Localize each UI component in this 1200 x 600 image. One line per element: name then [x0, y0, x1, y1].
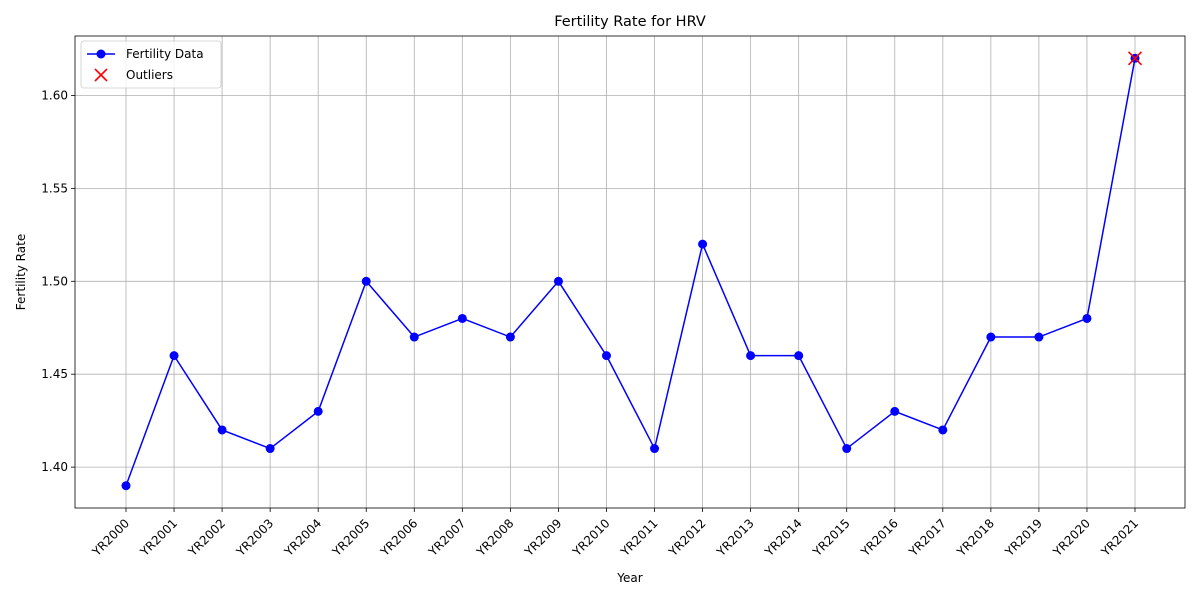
fertility-data-point	[217, 425, 227, 435]
fertility-data-point	[361, 276, 371, 286]
fertility-data-point	[890, 406, 900, 416]
fertility-data-point	[121, 481, 131, 491]
chart-title: Fertility Rate for HRV	[554, 14, 706, 30]
fertility-data-point	[265, 444, 275, 454]
x-axis-title: Year	[616, 571, 642, 585]
fertility-data-point	[601, 351, 611, 361]
y-tick-label: 1.50	[41, 274, 68, 288]
series-layer	[121, 51, 1143, 491]
fertility-data-point	[650, 444, 660, 454]
y-tick-label: 1.60	[41, 88, 68, 102]
fertility-data-point	[409, 332, 419, 342]
fertility-data-point	[1082, 313, 1092, 323]
legend-label-fertility-data: Fertility Data	[126, 47, 204, 61]
outlier-marker	[1127, 51, 1143, 66]
y-tick-label: 1.45	[41, 367, 68, 381]
legend-box	[80, 40, 222, 89]
fertility-data-point	[842, 444, 852, 454]
y-tick-label: 1.40	[41, 460, 68, 474]
fertility-data-point	[313, 406, 323, 416]
fertility-data-point	[746, 351, 756, 361]
y-axis-title: Fertility Rate	[14, 234, 28, 310]
fertility-data-point	[457, 313, 467, 323]
fertility-data-point	[938, 425, 948, 435]
fertility-data-point	[698, 239, 708, 249]
y-tick-label: 1.55	[41, 181, 68, 195]
plot-frame	[74, 35, 1186, 509]
legend-label-outliers: Outliers	[126, 68, 173, 82]
legend: Fertility Data Outliers	[80, 40, 222, 89]
outlier-stroke	[1127, 51, 1143, 66]
fertility-data-point	[1034, 332, 1044, 342]
grid-lines	[75, 36, 1185, 508]
legend-marker-x	[94, 68, 108, 82]
fertility-data-point	[553, 276, 563, 286]
legend-marker-circle	[96, 49, 106, 59]
fertility-data-point	[169, 351, 179, 361]
fertility-data-point	[986, 332, 996, 342]
fertility-data-point	[794, 351, 804, 361]
fertility-data-point	[505, 332, 515, 342]
fertility-data-line	[125, 58, 1136, 486]
